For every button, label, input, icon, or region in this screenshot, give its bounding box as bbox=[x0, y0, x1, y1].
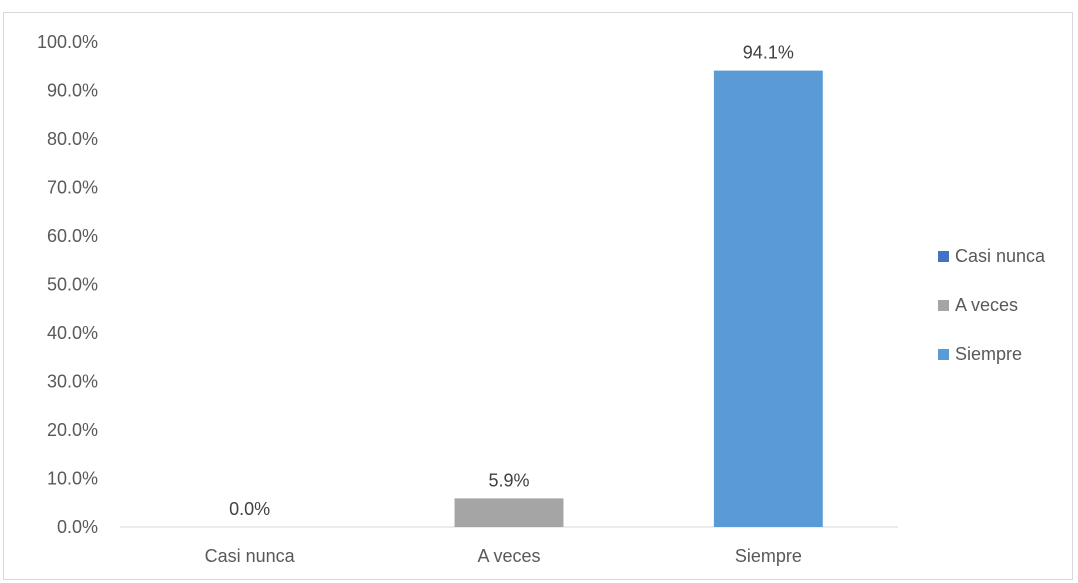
y-tick-label: 0.0% bbox=[57, 517, 98, 537]
bar-siempre bbox=[713, 70, 823, 528]
y-tick-label: 100.0% bbox=[37, 32, 98, 52]
x-category-label: Casi nunca bbox=[205, 546, 296, 566]
data-label: 94.1% bbox=[743, 43, 794, 63]
y-tick-label: 40.0% bbox=[47, 323, 98, 343]
bar-a-veces bbox=[454, 498, 564, 527]
y-tick-label: 60.0% bbox=[47, 226, 98, 246]
data-label: 0.0% bbox=[229, 499, 270, 519]
legend-swatch bbox=[938, 348, 949, 360]
x-category-label: Siempre bbox=[735, 546, 802, 566]
legend-label: Siempre bbox=[955, 343, 1023, 364]
legend-swatch bbox=[938, 250, 949, 262]
legend-label: A veces bbox=[955, 294, 1019, 315]
y-tick-label: 70.0% bbox=[47, 178, 98, 198]
bars: 0.0% 5.9% 94.1% bbox=[229, 43, 823, 528]
x-category-label: A veces bbox=[477, 546, 540, 566]
data-label: 5.9% bbox=[488, 470, 529, 490]
y-tick-label: 30.0% bbox=[47, 372, 98, 392]
legend-swatch bbox=[938, 299, 949, 311]
y-tick-label: 10.0% bbox=[47, 469, 98, 489]
legend-label: Casi nunca bbox=[955, 245, 1046, 266]
y-tick-label: 50.0% bbox=[47, 275, 98, 295]
x-axis: Casi nunca A veces Siempre bbox=[205, 546, 802, 566]
chart-frame bbox=[3, 12, 1073, 580]
y-tick-label: 90.0% bbox=[47, 81, 98, 101]
legend: Casi nunca A veces Siempre bbox=[938, 244, 1045, 391]
y-tick-label: 20.0% bbox=[47, 420, 98, 440]
legend-item-casi-nunca: Casi nunca bbox=[938, 244, 1045, 268]
legend-item-siempre: Siempre bbox=[938, 342, 1045, 366]
legend-item-a-veces: A veces bbox=[938, 293, 1045, 317]
y-tick-label: 80.0% bbox=[47, 129, 98, 149]
y-axis: 0.0% 10.0% 20.0% 30.0% 40.0% 50.0% 60.0% 70.0% 8… bbox=[37, 32, 98, 537]
